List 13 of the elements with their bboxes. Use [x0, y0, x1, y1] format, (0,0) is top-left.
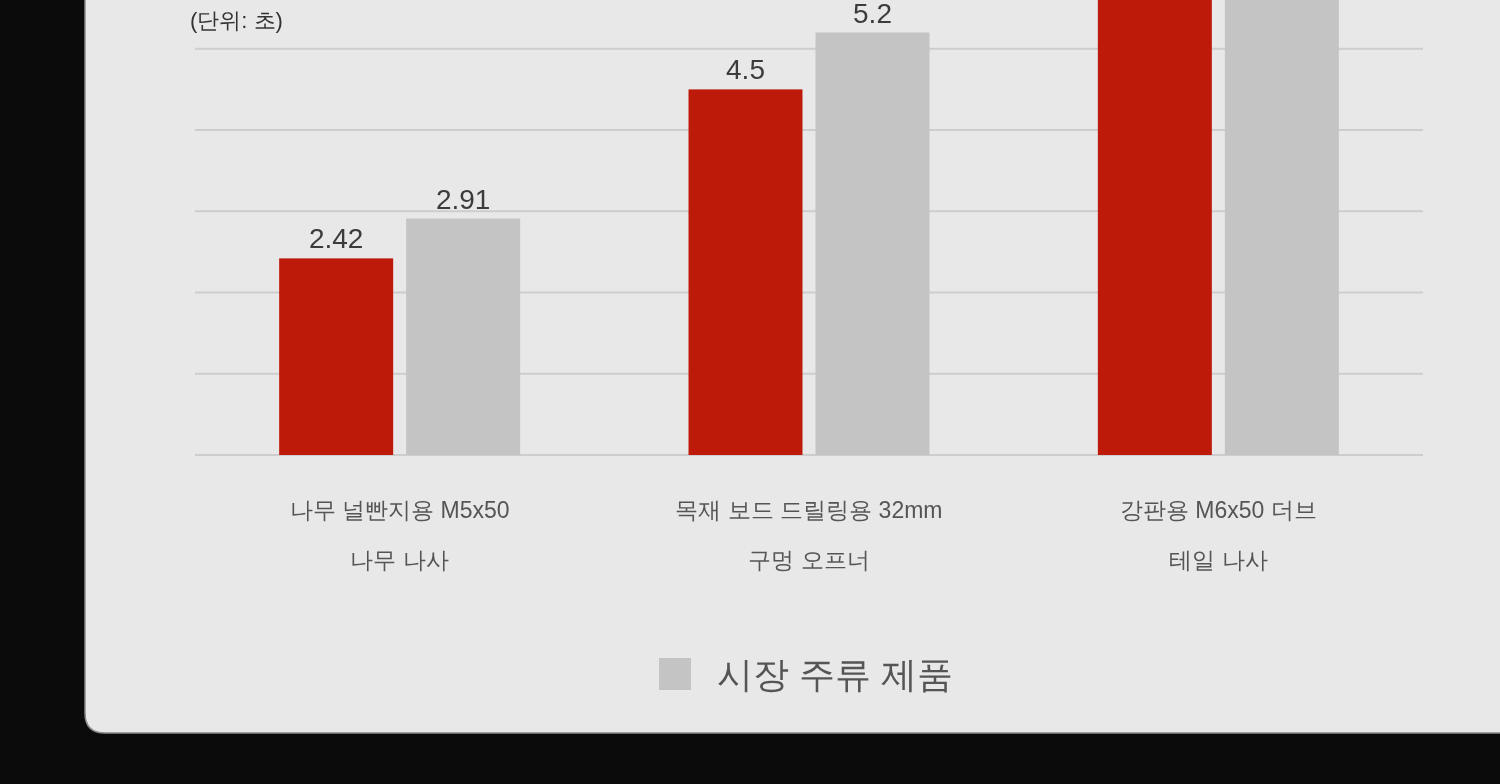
data-label: 2.91 [435, 183, 491, 215]
data-label: 2.42 [308, 223, 364, 255]
legend-label: 시장 주류 제품 [717, 654, 954, 695]
annotations: (단위: 초) [190, 8, 283, 33]
x-tick-label: 목재 보드 드릴링용 32mm 구멍 오프너 [675, 497, 943, 573]
bar [279, 258, 394, 455]
bar [1097, 0, 1212, 455]
data-label: 5.2 [853, 0, 892, 29]
x-tick-label: 나무 널빤지용 M5x50 나무 나사 [289, 497, 510, 573]
data-label: 4.5 [726, 54, 765, 86]
x-tick-label: 강판용 M6x50 더브 테일 나사 [1119, 497, 1317, 573]
legend: 시장 주류 제품 [659, 654, 953, 695]
bar [688, 89, 803, 455]
